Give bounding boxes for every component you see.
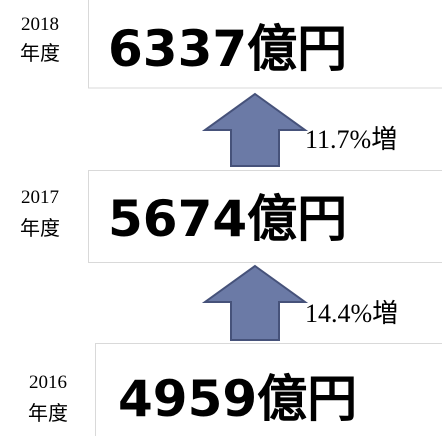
- value: 4959億円: [118, 370, 357, 428]
- year: 2018: [21, 14, 59, 35]
- value: 5674億円: [108, 190, 347, 248]
- growth-label: 11.7%増: [305, 125, 397, 154]
- value-box: [88, 0, 442, 89]
- up-arrow: [201, 264, 309, 341]
- year-unit: 年度: [20, 216, 60, 240]
- year-unit: 年度: [28, 401, 68, 425]
- growth-label: 14.4%増: [305, 299, 398, 328]
- value-box: [95, 343, 442, 436]
- year: 2017: [21, 187, 59, 208]
- year-unit: 年度: [20, 41, 60, 65]
- year: 2016: [29, 372, 67, 393]
- value-box: [88, 170, 442, 263]
- value: 6337億円: [108, 20, 347, 78]
- up-arrow: [201, 92, 309, 167]
